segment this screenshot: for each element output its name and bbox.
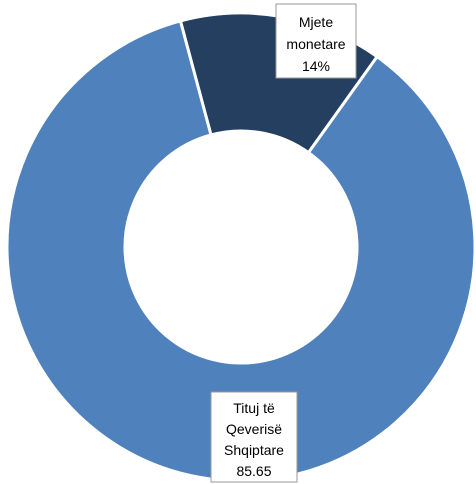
slice-label-value: 14% — [302, 58, 330, 74]
slice-label-tituj-qeverise: Tituj të Qeverisë Shqiptare 85.65 — [210, 391, 298, 483]
slice-label-line: Shqiptare — [224, 442, 284, 458]
slice-label-mjete-monetare: Mjete monetare 14% — [275, 3, 357, 79]
slice-label-line: Qeverisë — [226, 421, 282, 437]
donut-slice-tituj-t-qeveris-shqiptare — [5, 19, 476, 483]
slice-label-box — [210, 391, 298, 483]
slice-label-line: Tituj të — [233, 400, 275, 416]
slice-label-line: Mjete — [299, 14, 333, 30]
slice-label-box — [275, 3, 357, 79]
slice-label-value: 85.65 — [236, 463, 271, 479]
slice-label-line: monetare — [286, 36, 345, 52]
